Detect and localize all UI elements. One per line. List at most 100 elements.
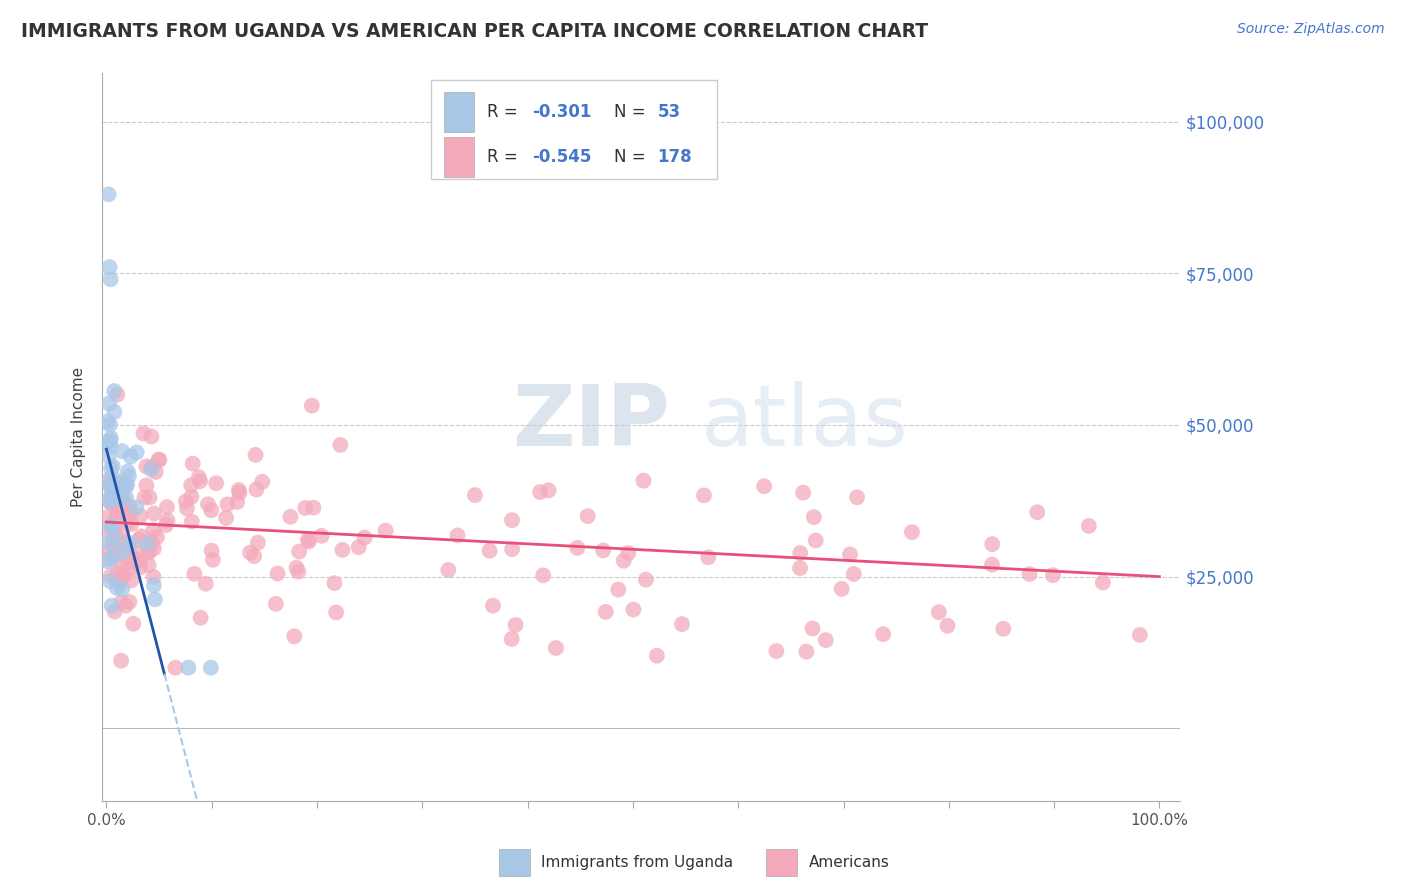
Text: ZIP: ZIP	[512, 381, 669, 464]
Point	[239, 546, 262, 560]
Point	[135, 537, 157, 551]
Point	[100, 440, 122, 454]
Point	[141, 459, 163, 474]
Point	[183, 566, 205, 581]
Point	[613, 554, 636, 568]
Point	[177, 660, 200, 674]
Point	[101, 550, 124, 565]
Point	[804, 533, 827, 548]
Point	[101, 459, 124, 474]
Point	[765, 644, 787, 658]
Point	[100, 490, 122, 504]
Point	[831, 582, 853, 596]
Point	[117, 515, 139, 529]
Point	[228, 483, 250, 497]
Point	[353, 531, 375, 545]
Point	[201, 553, 224, 567]
Point	[842, 566, 865, 581]
Point	[297, 533, 319, 547]
Point	[105, 495, 128, 509]
Point	[104, 605, 127, 619]
Point	[98, 260, 121, 275]
Text: R =: R =	[486, 103, 523, 120]
Text: 53: 53	[658, 103, 681, 120]
Point	[115, 476, 138, 491]
Point	[114, 599, 136, 613]
Point	[501, 542, 523, 557]
Point	[98, 396, 121, 410]
Point	[529, 485, 551, 500]
Point	[114, 540, 136, 554]
Point	[104, 525, 127, 540]
Point	[634, 573, 657, 587]
Point	[1129, 628, 1152, 642]
Point	[252, 475, 274, 489]
Point	[181, 457, 204, 471]
Point	[129, 508, 152, 523]
Point	[115, 491, 138, 505]
Point	[124, 557, 146, 571]
Point	[814, 633, 837, 648]
Point	[117, 563, 139, 577]
Point	[118, 539, 141, 553]
Point	[120, 450, 142, 464]
Point	[101, 519, 124, 533]
Point	[323, 576, 346, 591]
Point	[110, 654, 132, 668]
Point	[142, 541, 165, 556]
Point	[901, 525, 924, 540]
Point	[97, 475, 120, 490]
Text: Immigrants from Uganda: Immigrants from Uganda	[541, 855, 734, 870]
Point	[311, 529, 333, 543]
Point	[145, 465, 167, 479]
Point	[120, 506, 142, 520]
Point	[280, 509, 302, 524]
Point	[142, 578, 165, 592]
Point	[100, 526, 122, 541]
Point	[98, 494, 121, 508]
Point	[446, 528, 468, 542]
Point	[1018, 567, 1040, 582]
Point	[142, 570, 165, 584]
Point	[592, 543, 614, 558]
Point	[118, 469, 141, 483]
Point	[97, 187, 120, 202]
Point	[107, 566, 129, 580]
Point	[143, 507, 166, 521]
Point	[789, 561, 811, 575]
Point	[1026, 505, 1049, 519]
Text: -0.301: -0.301	[533, 103, 592, 120]
Point	[103, 547, 125, 561]
Point	[114, 535, 136, 549]
Point	[623, 602, 645, 616]
FancyBboxPatch shape	[432, 80, 717, 178]
Point	[97, 536, 120, 550]
Point	[197, 497, 219, 511]
Point	[110, 491, 132, 505]
Point	[287, 565, 309, 579]
Point	[98, 574, 121, 588]
Point	[118, 595, 141, 609]
Point	[101, 496, 124, 510]
Point	[1042, 568, 1064, 582]
Point	[138, 544, 160, 558]
Point	[111, 444, 134, 458]
Point	[118, 500, 141, 514]
Text: -0.545: -0.545	[533, 148, 592, 166]
Point	[138, 558, 160, 573]
Point	[104, 532, 127, 546]
Point	[100, 431, 122, 445]
Point	[103, 484, 125, 499]
Point	[374, 524, 396, 538]
Point	[111, 525, 134, 540]
Point	[128, 547, 150, 561]
Point	[111, 559, 134, 574]
Point	[246, 535, 269, 549]
Bar	[444, 92, 474, 132]
Point	[329, 438, 352, 452]
Text: 178: 178	[658, 148, 692, 166]
Text: IMMIGRANTS FROM UGANDA VS AMERICAN PER CAPITA INCOME CORRELATION CHART: IMMIGRANTS FROM UGANDA VS AMERICAN PER C…	[21, 22, 928, 41]
Point	[174, 494, 197, 508]
Text: atlas: atlas	[700, 381, 908, 464]
Point	[294, 500, 316, 515]
